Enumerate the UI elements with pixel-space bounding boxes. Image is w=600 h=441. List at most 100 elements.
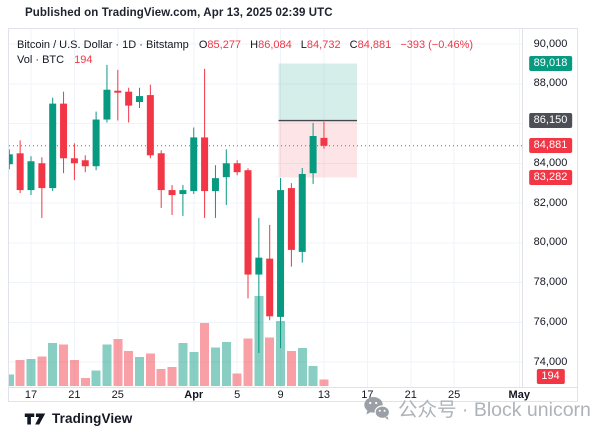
candle-apr-4[interactable] [222,163,230,178]
plot-svg[interactable] [9,29,522,387]
wechat-watermark: 公众号 · Block unicorn [363,393,591,422]
candle-mar-30[interactable] [168,190,176,196]
candle-mar-16[interactable] [16,153,24,191]
candle-mar-15[interactable] [9,154,13,165]
tradingview-logo[interactable]: TradingView [24,411,132,426]
price-tick-90,000: 90,000 [533,37,568,50]
candle-apr-12[interactable] [309,136,317,174]
candle-apr-1[interactable] [190,137,198,192]
volume-bar-apr-4[interactable] [221,341,231,386]
candle-mar-23[interactable] [92,119,100,167]
volume-bar-mar-20[interactable] [59,344,69,386]
time-tick-5: 5 [234,389,241,401]
volume-bar-mar-26[interactable] [124,350,134,386]
price-plot[interactable]: Bitcoin / U.S. Dollar · 1D · Bitstamp O8… [9,29,522,387]
chart-legend: Bitcoin / U.S. Dollar · 1D · Bitstamp O8… [17,38,473,68]
volume-bar-apr-3[interactable] [210,347,220,386]
candle-apr-3[interactable] [211,178,219,192]
volume-bar-mar-28[interactable] [145,353,155,386]
candle-apr-11[interactable] [298,173,306,252]
volume-bar-mar-29[interactable] [156,368,166,386]
volume-bar-mar-27[interactable] [135,357,144,386]
price-tick-80,000: 80,000 [533,236,568,249]
time-tick-21: 21 [404,389,417,401]
ohlc-low: L84,732 [300,39,341,51]
time-tick-25: 25 [111,389,124,401]
time-tick-17: 17 [24,389,38,401]
volume-bar-apr-12[interactable] [308,366,318,386]
volume-bar-apr-8[interactable] [265,337,275,386]
price-tick-88,000: 88,000 [533,77,568,90]
candle-mar-18[interactable] [38,163,46,189]
volume-bar-apr-1[interactable] [189,351,199,386]
candle-apr-7[interactable] [255,257,263,275]
legend-symbol-row: Bitcoin / U.S. Dollar · 1D · Bitstamp O8… [17,38,473,53]
volume-bar-apr-9[interactable] [276,321,286,386]
price-badge-84,881: 84,881 [528,138,573,154]
volume-bar-mar-30[interactable] [167,367,177,386]
candle-mar-29[interactable] [157,153,165,191]
candle-mar-19[interactable] [49,103,57,189]
price-axis[interactable]: 90,00088,00086,00084,00082,00080,00078,0… [522,29,578,387]
candle-mar-28[interactable] [146,95,154,156]
chart-widget: Bitcoin / U.S. Dollar · 1D · Bitstamp O8… [8,28,578,402]
legend-volume-row: Vol · BTC 194 [17,53,473,68]
volume-bar-apr-13[interactable] [319,379,329,386]
volume-value: 194 [74,54,93,66]
price-badge-86,150: 86,150 [528,113,573,129]
candle-mar-20[interactable] [60,103,68,159]
time-tick-apr: Apr [184,389,204,401]
volume-bar-mar-16[interactable] [15,359,25,386]
price-tick-74,000: 74,000 [533,355,568,368]
volume-bar-apr-2[interactable] [200,323,210,386]
ohlc-high: H86,084 [250,39,292,51]
position-loss-zone[interactable] [278,120,357,178]
candle-mar-25[interactable] [114,90,122,93]
volume-label: Vol · BTC [17,54,65,66]
candle-apr-5[interactable] [233,163,241,173]
candle-mar-26[interactable] [125,91,133,106]
tradingview-logo-icon [24,413,46,424]
candle-mar-17[interactable] [27,161,35,191]
price-tick-82,000: 82,000 [533,196,568,209]
volume-bar-mar-18[interactable] [37,356,47,386]
time-tick-13: 13 [317,389,331,401]
volume-bar-apr-11[interactable] [297,348,307,386]
time-tick-25: 25 [448,389,461,401]
candle-mar-22[interactable] [81,160,89,167]
time-tick-9: 9 [277,389,284,401]
candle-mar-27[interactable] [136,96,143,103]
volume-bar-mar-22[interactable] [80,377,90,386]
candle-apr-13[interactable] [320,137,328,146]
price-tick-76,000: 76,000 [533,315,568,328]
position-profit-zone[interactable] [278,63,357,121]
volume-bar-mar-23[interactable] [91,370,101,386]
candle-apr-6[interactable] [244,170,252,275]
time-axis[interactable]: 17 21 25 Apr 5 9 13 17 21 25 May [9,387,577,402]
time-tick-21: 21 [68,389,81,401]
volume-bar-mar-19[interactable] [48,342,58,386]
price-tick-84,000: 84,000 [533,156,568,169]
candle-apr-2[interactable] [201,137,209,192]
volume-bar-mar-17[interactable] [26,359,36,386]
volume-bar-mar-15[interactable] [9,374,14,386]
wechat-watermark-text: 公众号 · Block unicorn [398,399,591,421]
candle-apr-8[interactable] [266,258,274,317]
candle-apr-9[interactable] [277,190,285,317]
candle-mar-31[interactable] [179,190,187,195]
candle-mar-24[interactable] [103,89,111,120]
published-line: Published on TradingView.com, Apr 13, 20… [25,7,333,19]
candle-mar-21[interactable] [70,158,78,164]
volume-bar-apr-6[interactable] [243,338,253,386]
volume-bar-mar-24[interactable] [102,344,112,386]
volume-bar-apr-5[interactable] [232,373,242,386]
tradingview-logo-text: TradingView [52,411,133,426]
volume-bar-apr-10[interactable] [286,350,296,386]
volume-bar-mar-21[interactable] [69,359,79,386]
price-badge-194: 194 [536,368,565,384]
volume-bar-mar-31[interactable] [178,342,188,386]
candle-apr-10[interactable] [287,188,295,250]
volume-bar-mar-25[interactable] [113,339,123,386]
change-value: −393 (−0.46%) [400,39,474,51]
ohlc-open: O85,277 [198,39,242,51]
